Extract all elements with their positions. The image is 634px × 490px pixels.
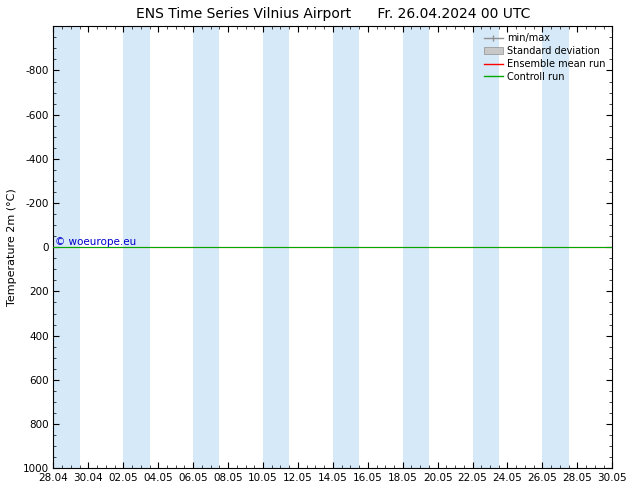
Bar bbox=[543, 26, 569, 468]
Bar bbox=[472, 26, 499, 468]
Text: © woeurope.eu: © woeurope.eu bbox=[55, 237, 136, 247]
Bar bbox=[263, 26, 289, 468]
Legend: min/max, Standard deviation, Ensemble mean run, Controll run: min/max, Standard deviation, Ensemble me… bbox=[480, 29, 609, 86]
Y-axis label: Temperature 2m (°C): Temperature 2m (°C) bbox=[7, 188, 17, 306]
Bar bbox=[193, 26, 219, 468]
Title: ENS Time Series Vilnius Airport      Fr. 26.04.2024 00 UTC: ENS Time Series Vilnius Airport Fr. 26.0… bbox=[136, 7, 530, 21]
Bar bbox=[403, 26, 429, 468]
Bar bbox=[53, 26, 80, 468]
Bar bbox=[124, 26, 150, 468]
Bar bbox=[333, 26, 359, 468]
